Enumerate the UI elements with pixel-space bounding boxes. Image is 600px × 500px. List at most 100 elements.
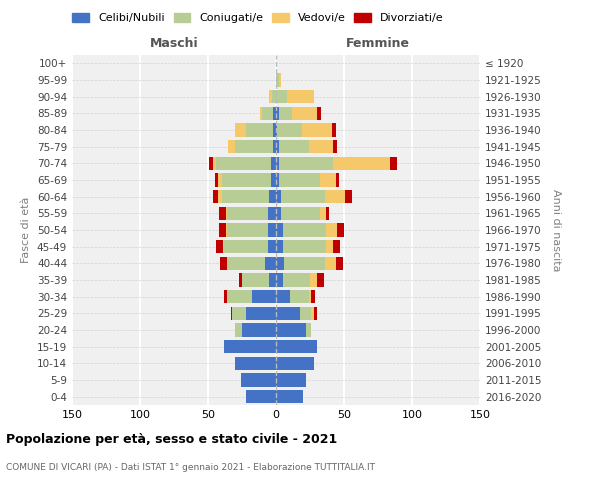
Bar [235, 324, 242, 336]
Bar [229, 140, 235, 153]
Bar [276, 390, 303, 404]
Bar [283, 274, 310, 286]
Bar [226, 224, 227, 236]
Bar [276, 74, 279, 86]
Bar [226, 206, 227, 220]
Bar [276, 124, 277, 136]
Bar [268, 206, 276, 220]
Bar [232, 306, 246, 320]
Bar [279, 156, 333, 170]
Bar [272, 90, 276, 104]
Bar [269, 190, 276, 203]
Bar [276, 306, 301, 320]
Bar [219, 206, 226, 220]
Bar [246, 306, 276, 320]
Bar [336, 256, 343, 270]
Bar [283, 224, 326, 236]
Bar [273, 106, 276, 120]
Bar [241, 374, 276, 386]
Bar [224, 240, 268, 254]
Bar [220, 256, 227, 270]
Bar [271, 174, 276, 186]
Bar [276, 140, 279, 153]
Bar [235, 124, 246, 136]
Bar [290, 290, 308, 304]
Bar [216, 240, 223, 254]
Bar [242, 324, 276, 336]
Bar [215, 174, 218, 186]
Bar [276, 256, 284, 270]
Bar [310, 274, 317, 286]
Bar [276, 156, 279, 170]
Bar [337, 224, 344, 236]
Bar [209, 156, 214, 170]
Bar [326, 240, 333, 254]
Bar [311, 306, 314, 320]
Bar [292, 106, 317, 120]
Bar [268, 224, 276, 236]
Bar [276, 356, 314, 370]
Bar [332, 124, 336, 136]
Bar [276, 290, 290, 304]
Text: Maschi: Maschi [149, 37, 199, 50]
Bar [276, 374, 306, 386]
Bar [276, 206, 281, 220]
Bar [276, 90, 287, 104]
Bar [224, 340, 276, 353]
Bar [317, 274, 323, 286]
Bar [326, 206, 329, 220]
Bar [276, 324, 306, 336]
Bar [216, 156, 271, 170]
Legend: Celibi/Nubili, Coniugati/e, Vedovi/e, Divorziati/e: Celibi/Nubili, Coniugati/e, Vedovi/e, Di… [68, 8, 448, 28]
Bar [218, 174, 221, 186]
Bar [227, 290, 251, 304]
Bar [276, 240, 283, 254]
Bar [214, 156, 216, 170]
Bar [227, 206, 268, 220]
Bar [308, 290, 311, 304]
Bar [246, 390, 276, 404]
Bar [326, 224, 337, 236]
Bar [325, 190, 346, 203]
Bar [279, 74, 281, 86]
Bar [311, 290, 316, 304]
Bar [239, 274, 242, 286]
Bar [277, 124, 302, 136]
Bar [276, 106, 279, 120]
Bar [325, 256, 336, 270]
Text: Popolazione per età, sesso e stato civile - 2021: Popolazione per età, sesso e stato civil… [6, 432, 337, 446]
Bar [235, 356, 276, 370]
Bar [269, 274, 276, 286]
Bar [336, 174, 338, 186]
Y-axis label: Fasce di età: Fasce di età [22, 197, 31, 263]
Bar [279, 106, 292, 120]
Bar [320, 174, 336, 186]
Bar [231, 306, 232, 320]
Bar [218, 190, 221, 203]
Bar [276, 340, 317, 353]
Bar [281, 190, 325, 203]
Bar [219, 224, 226, 236]
Bar [320, 206, 326, 220]
Bar [227, 256, 265, 270]
Bar [260, 106, 262, 120]
Bar [221, 190, 269, 203]
Bar [276, 174, 279, 186]
Bar [283, 240, 326, 254]
Bar [333, 140, 337, 153]
Bar [224, 290, 227, 304]
Text: Femmine: Femmine [346, 37, 410, 50]
Bar [317, 106, 321, 120]
Text: COMUNE DI VICARI (PA) - Dati ISTAT 1° gennaio 2021 - Elaborazione TUTTITALIA.IT: COMUNE DI VICARI (PA) - Dati ISTAT 1° ge… [6, 462, 375, 471]
Bar [346, 190, 352, 203]
Bar [281, 206, 320, 220]
Bar [301, 306, 311, 320]
Bar [235, 140, 273, 153]
Bar [273, 140, 276, 153]
Bar [308, 140, 333, 153]
Bar [214, 190, 218, 203]
Bar [390, 156, 397, 170]
Bar [271, 156, 276, 170]
Bar [268, 240, 276, 254]
Bar [276, 190, 281, 203]
